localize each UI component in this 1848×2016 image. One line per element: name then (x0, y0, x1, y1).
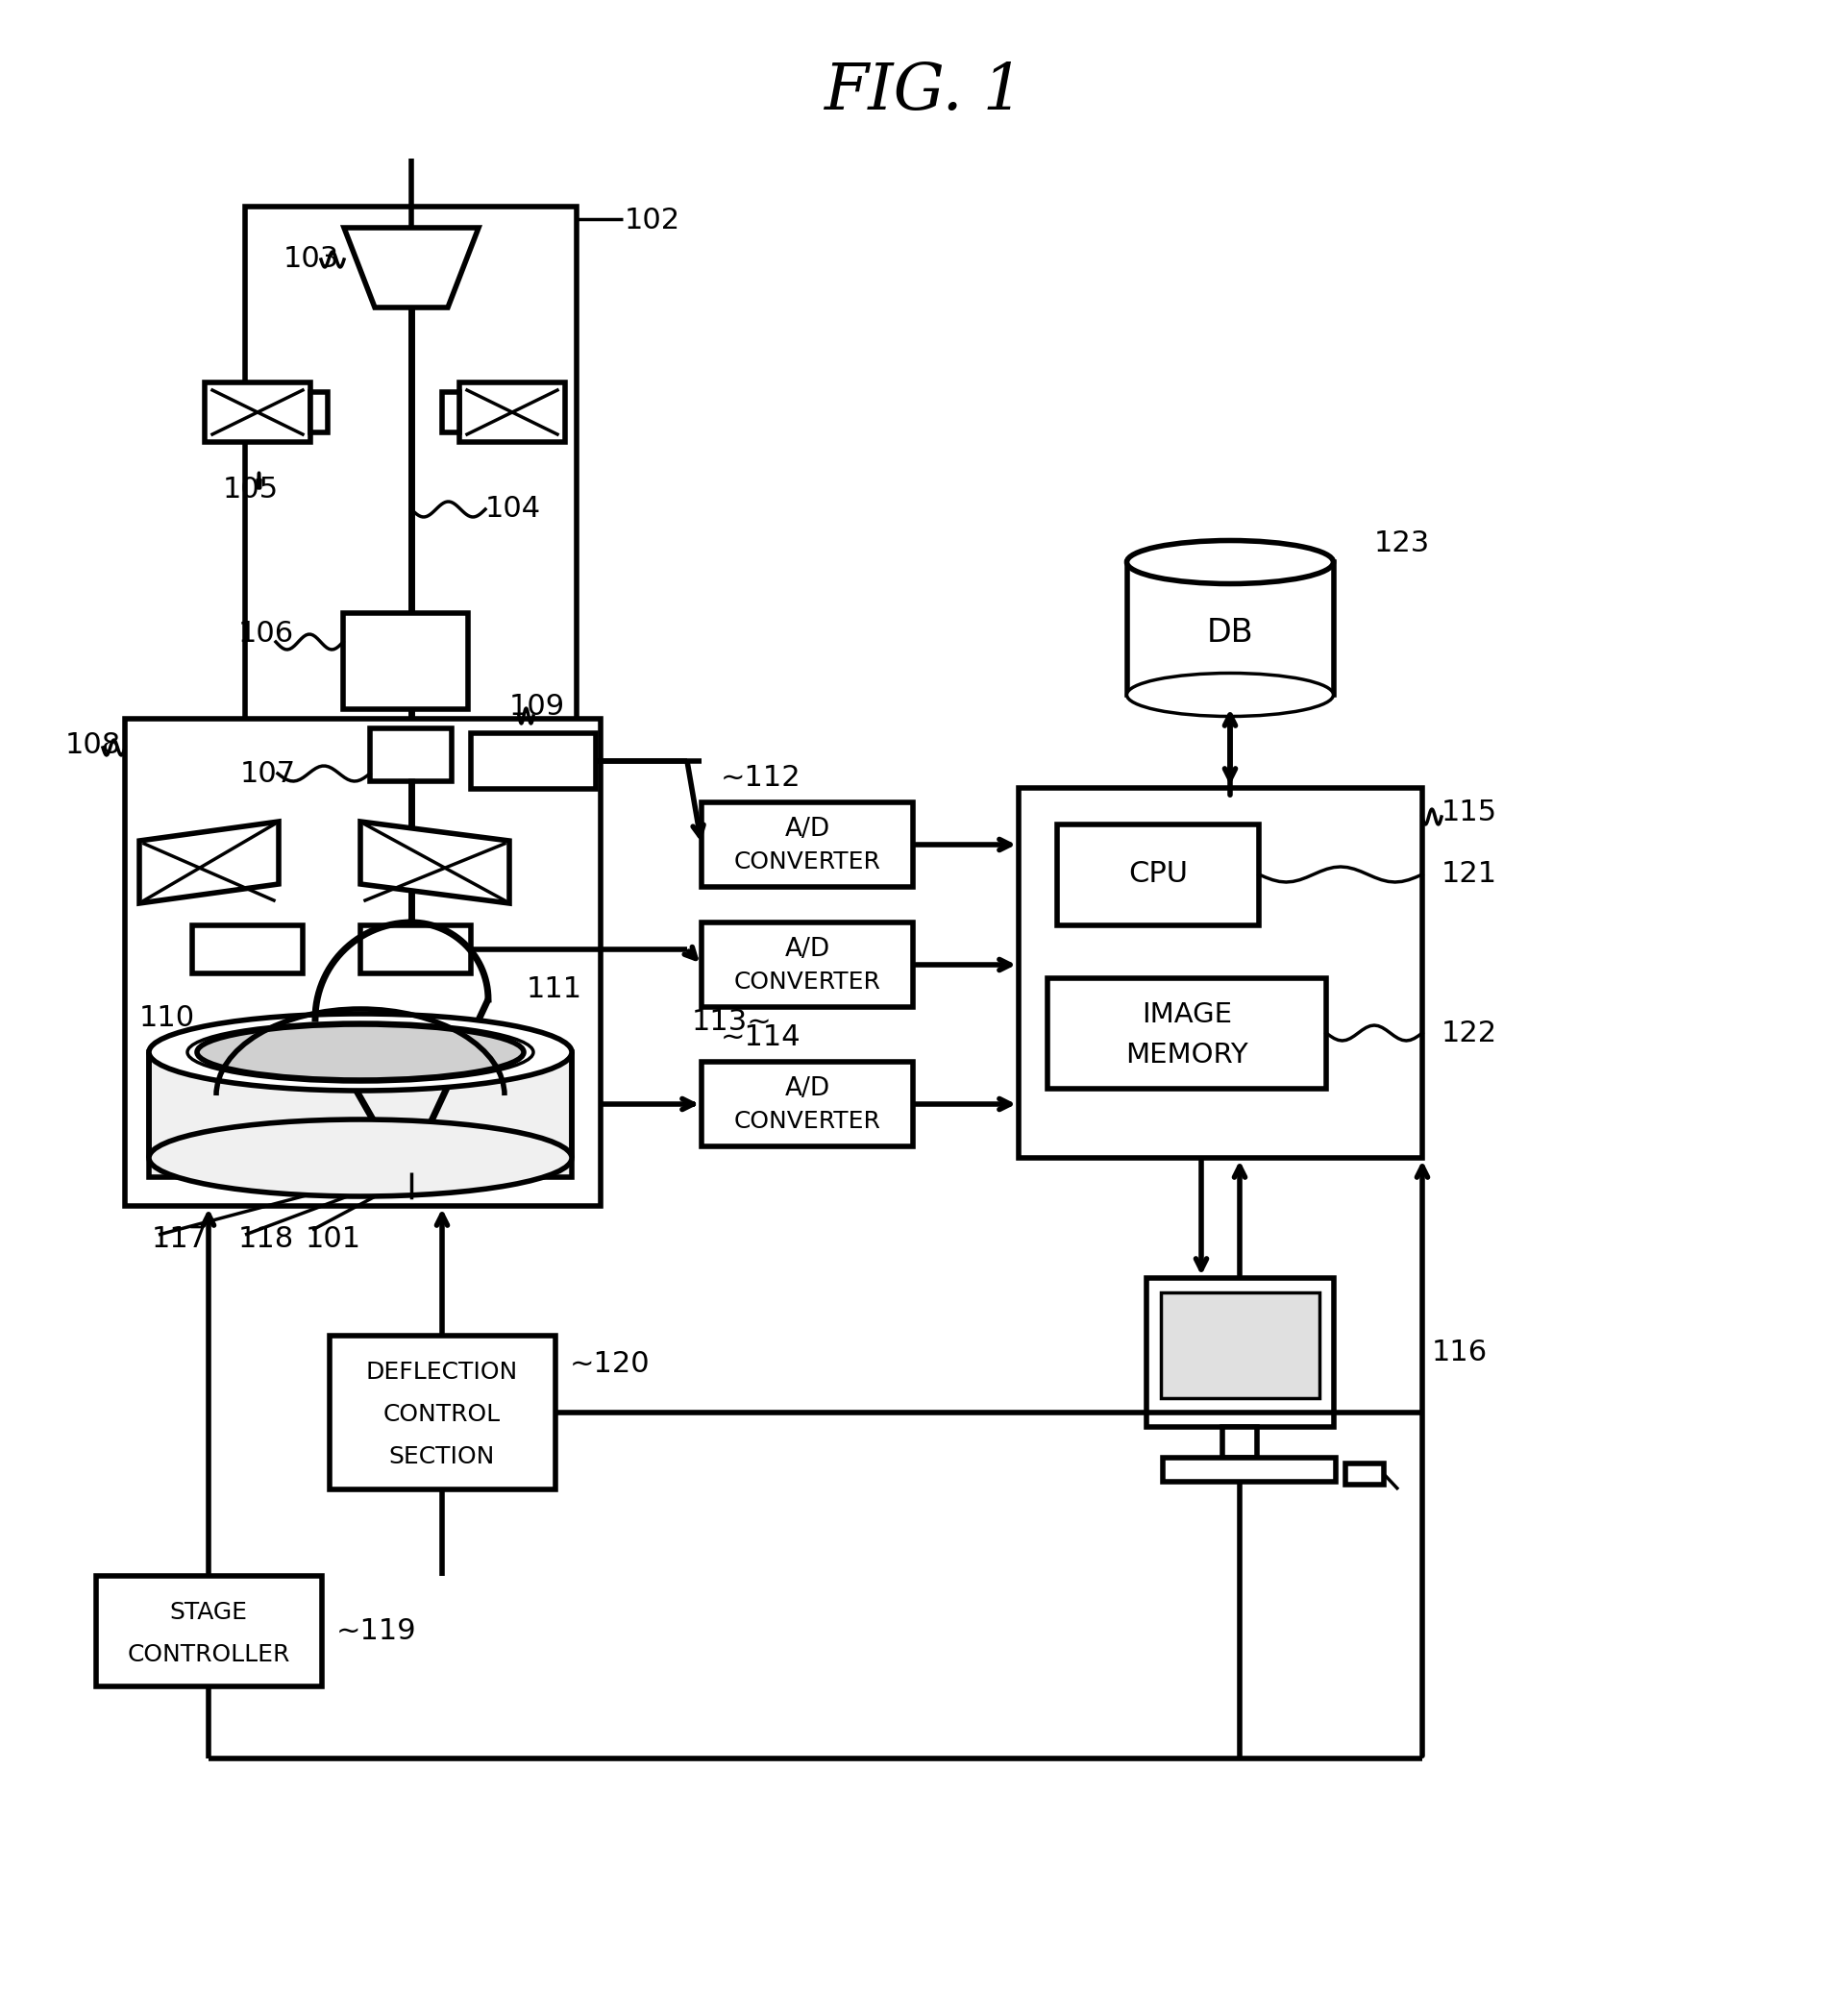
Bar (96, 1577, 322, 1687)
Polygon shape (360, 823, 510, 903)
Text: CONVERTER: CONVERTER (734, 1111, 881, 1133)
Bar (1162, 1458, 1336, 1482)
Text: ~114: ~114 (721, 1024, 802, 1052)
Bar (442, 391, 460, 431)
Bar (1018, 788, 1423, 1157)
Text: 123: 123 (1375, 528, 1430, 556)
Bar (192, 925, 303, 974)
Text: CONTROLLER: CONTROLLER (128, 1643, 290, 1667)
Text: 113~: 113~ (691, 1008, 772, 1036)
Bar (1161, 1292, 1319, 1399)
Bar (1127, 562, 1334, 696)
Bar (370, 728, 451, 782)
Text: A/D: A/D (785, 816, 830, 843)
Text: 105: 105 (224, 476, 279, 504)
Bar (702, 802, 913, 887)
Text: 115: 115 (1441, 798, 1497, 827)
Text: SECTION: SECTION (390, 1445, 495, 1468)
Text: STAGE: STAGE (170, 1601, 248, 1625)
Text: 109: 109 (510, 691, 565, 720)
Text: CONVERTER: CONVERTER (734, 970, 881, 994)
Ellipse shape (1127, 673, 1334, 716)
Text: MEMORY: MEMORY (1125, 1042, 1247, 1068)
Bar (329, 1337, 556, 1490)
Text: A/D: A/D (785, 937, 830, 962)
Bar (344, 613, 468, 710)
Bar (460, 383, 565, 442)
Ellipse shape (1127, 540, 1334, 585)
Text: 117: 117 (152, 1226, 207, 1254)
Ellipse shape (198, 1024, 523, 1081)
Text: ~119: ~119 (336, 1617, 416, 1645)
Text: ~112: ~112 (721, 764, 802, 792)
Text: CONVERTER: CONVERTER (734, 851, 881, 873)
Bar (126, 720, 601, 1206)
Bar (1146, 1278, 1334, 1427)
Bar (702, 923, 913, 1008)
Text: 118: 118 (238, 1226, 294, 1254)
Text: 121: 121 (1441, 861, 1497, 889)
Text: CPU: CPU (1129, 861, 1188, 889)
Bar (205, 383, 310, 442)
Bar (246, 206, 577, 728)
Text: 116: 116 (1432, 1339, 1488, 1367)
Text: ~120: ~120 (569, 1351, 650, 1379)
Polygon shape (344, 228, 479, 308)
Text: 122: 122 (1441, 1018, 1497, 1046)
Text: CONTROL: CONTROL (383, 1403, 501, 1425)
Text: 107: 107 (240, 760, 296, 788)
Text: DB: DB (1207, 617, 1253, 649)
Bar (702, 1062, 913, 1147)
Text: 108: 108 (65, 730, 122, 758)
Bar (310, 391, 327, 431)
Text: 104: 104 (486, 496, 541, 524)
Text: 106: 106 (238, 621, 294, 647)
Bar (1057, 825, 1258, 925)
Bar (471, 734, 595, 788)
Text: DEFLECTION: DEFLECTION (366, 1361, 517, 1383)
Text: FIG. 1: FIG. 1 (824, 60, 1024, 123)
Text: A/D: A/D (785, 1077, 830, 1101)
Text: IMAGE: IMAGE (1142, 1002, 1233, 1028)
Text: 101: 101 (305, 1226, 362, 1254)
Polygon shape (139, 823, 279, 903)
Bar (1222, 1427, 1257, 1458)
Text: 111: 111 (527, 976, 582, 1004)
Bar (360, 925, 471, 974)
Ellipse shape (150, 1119, 571, 1195)
Bar (150, 1052, 571, 1177)
Bar (1048, 978, 1327, 1089)
Text: 110: 110 (139, 1004, 196, 1032)
Bar (1345, 1464, 1384, 1484)
Text: 103: 103 (283, 246, 340, 274)
Text: 102: 102 (625, 208, 680, 236)
Ellipse shape (150, 1014, 571, 1091)
